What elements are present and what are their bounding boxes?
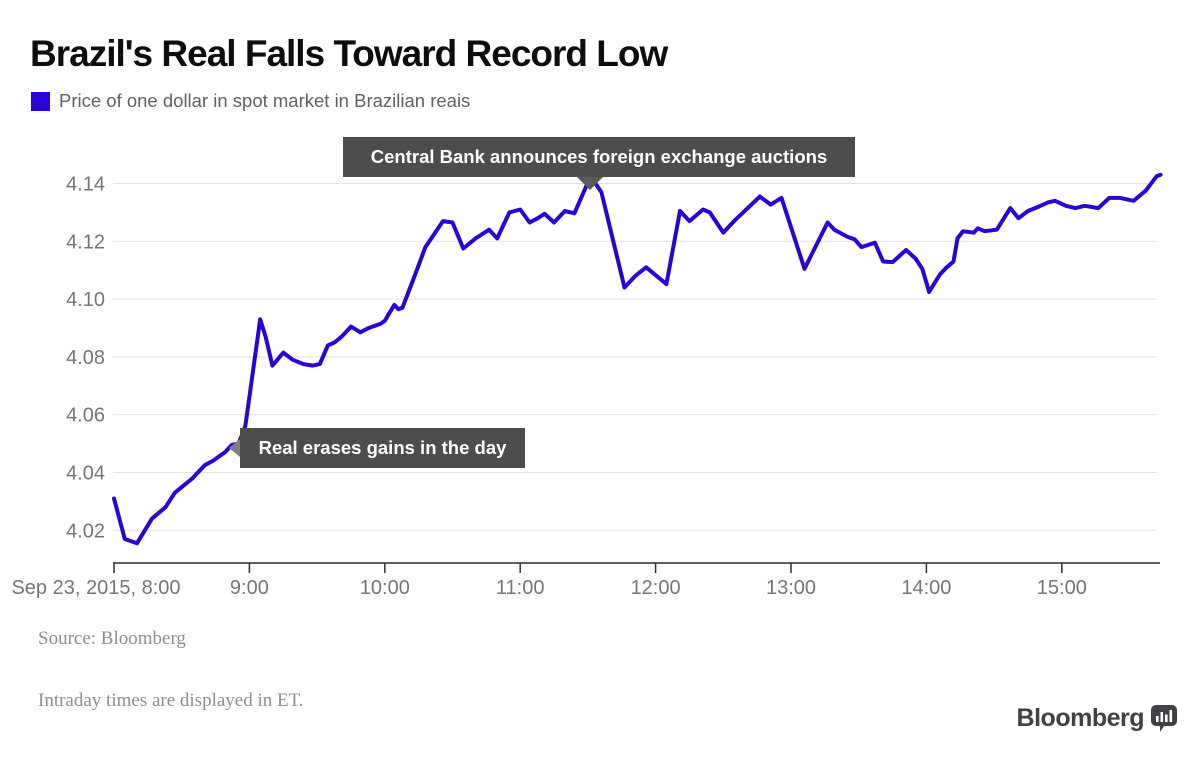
timezone-note: Intraday times are displayed in ET. [38, 690, 304, 711]
bloomberg-chart-bubble-icon [1151, 705, 1177, 732]
y-tick-label: 4.12 [66, 231, 105, 253]
y-tick-label: 4.10 [66, 289, 105, 311]
page-title: Brazil's Real Falls Toward Record Low [30, 33, 668, 74]
annotation-central-bank: Central Bank announces foreign exchange … [343, 137, 855, 190]
legend-label: Price of one dollar in spot market in Br… [59, 90, 471, 111]
x-tick-label: 13:00 [766, 577, 816, 599]
x-tick-label: 14:00 [901, 577, 951, 599]
annotation-real-erases: Real erases gains in the day [229, 428, 525, 468]
legend: Price of one dollar in spot market in Br… [31, 90, 470, 112]
annotation-real-erases-label: Real erases gains in the day [258, 437, 507, 458]
x-tick-label: 15:00 [1037, 577, 1087, 599]
x-tick-label: 10:00 [360, 577, 410, 599]
legend-swatch-icon [31, 91, 50, 111]
x-tick-label: Sep 23, 2015, 8:00 [11, 577, 180, 599]
x-tick-label: 9:00 [230, 577, 269, 599]
y-tick-label: 4.06 [66, 405, 105, 427]
x-tick-label: 11:00 [496, 577, 545, 599]
y-tick-label: 4.04 [66, 463, 105, 485]
price-line-chart: 4.02 4.04 4.06 4.08 4.10 4.12 4.14 Sep 23, 2015… [11, 172, 1163, 599]
y-tick-label: 4.08 [66, 347, 105, 369]
annotation-arrow-left-icon [229, 439, 240, 457]
y-tick-label: 4.02 [66, 520, 105, 542]
annotation-central-bank-label: Central Bank announces foreign exchange … [370, 146, 828, 167]
price-line-series [112, 172, 1163, 546]
bloomberg-wordmark: Bloomberg [1016, 704, 1145, 732]
bloomberg-logo: Bloomberg [1017, 704, 1177, 733]
annotation-arrow-down-icon [577, 177, 603, 190]
y-tick-label: 4.14 [66, 174, 105, 196]
source-credit: Source: Bloomberg [38, 628, 186, 649]
x-tick-label: 12:00 [631, 577, 681, 599]
